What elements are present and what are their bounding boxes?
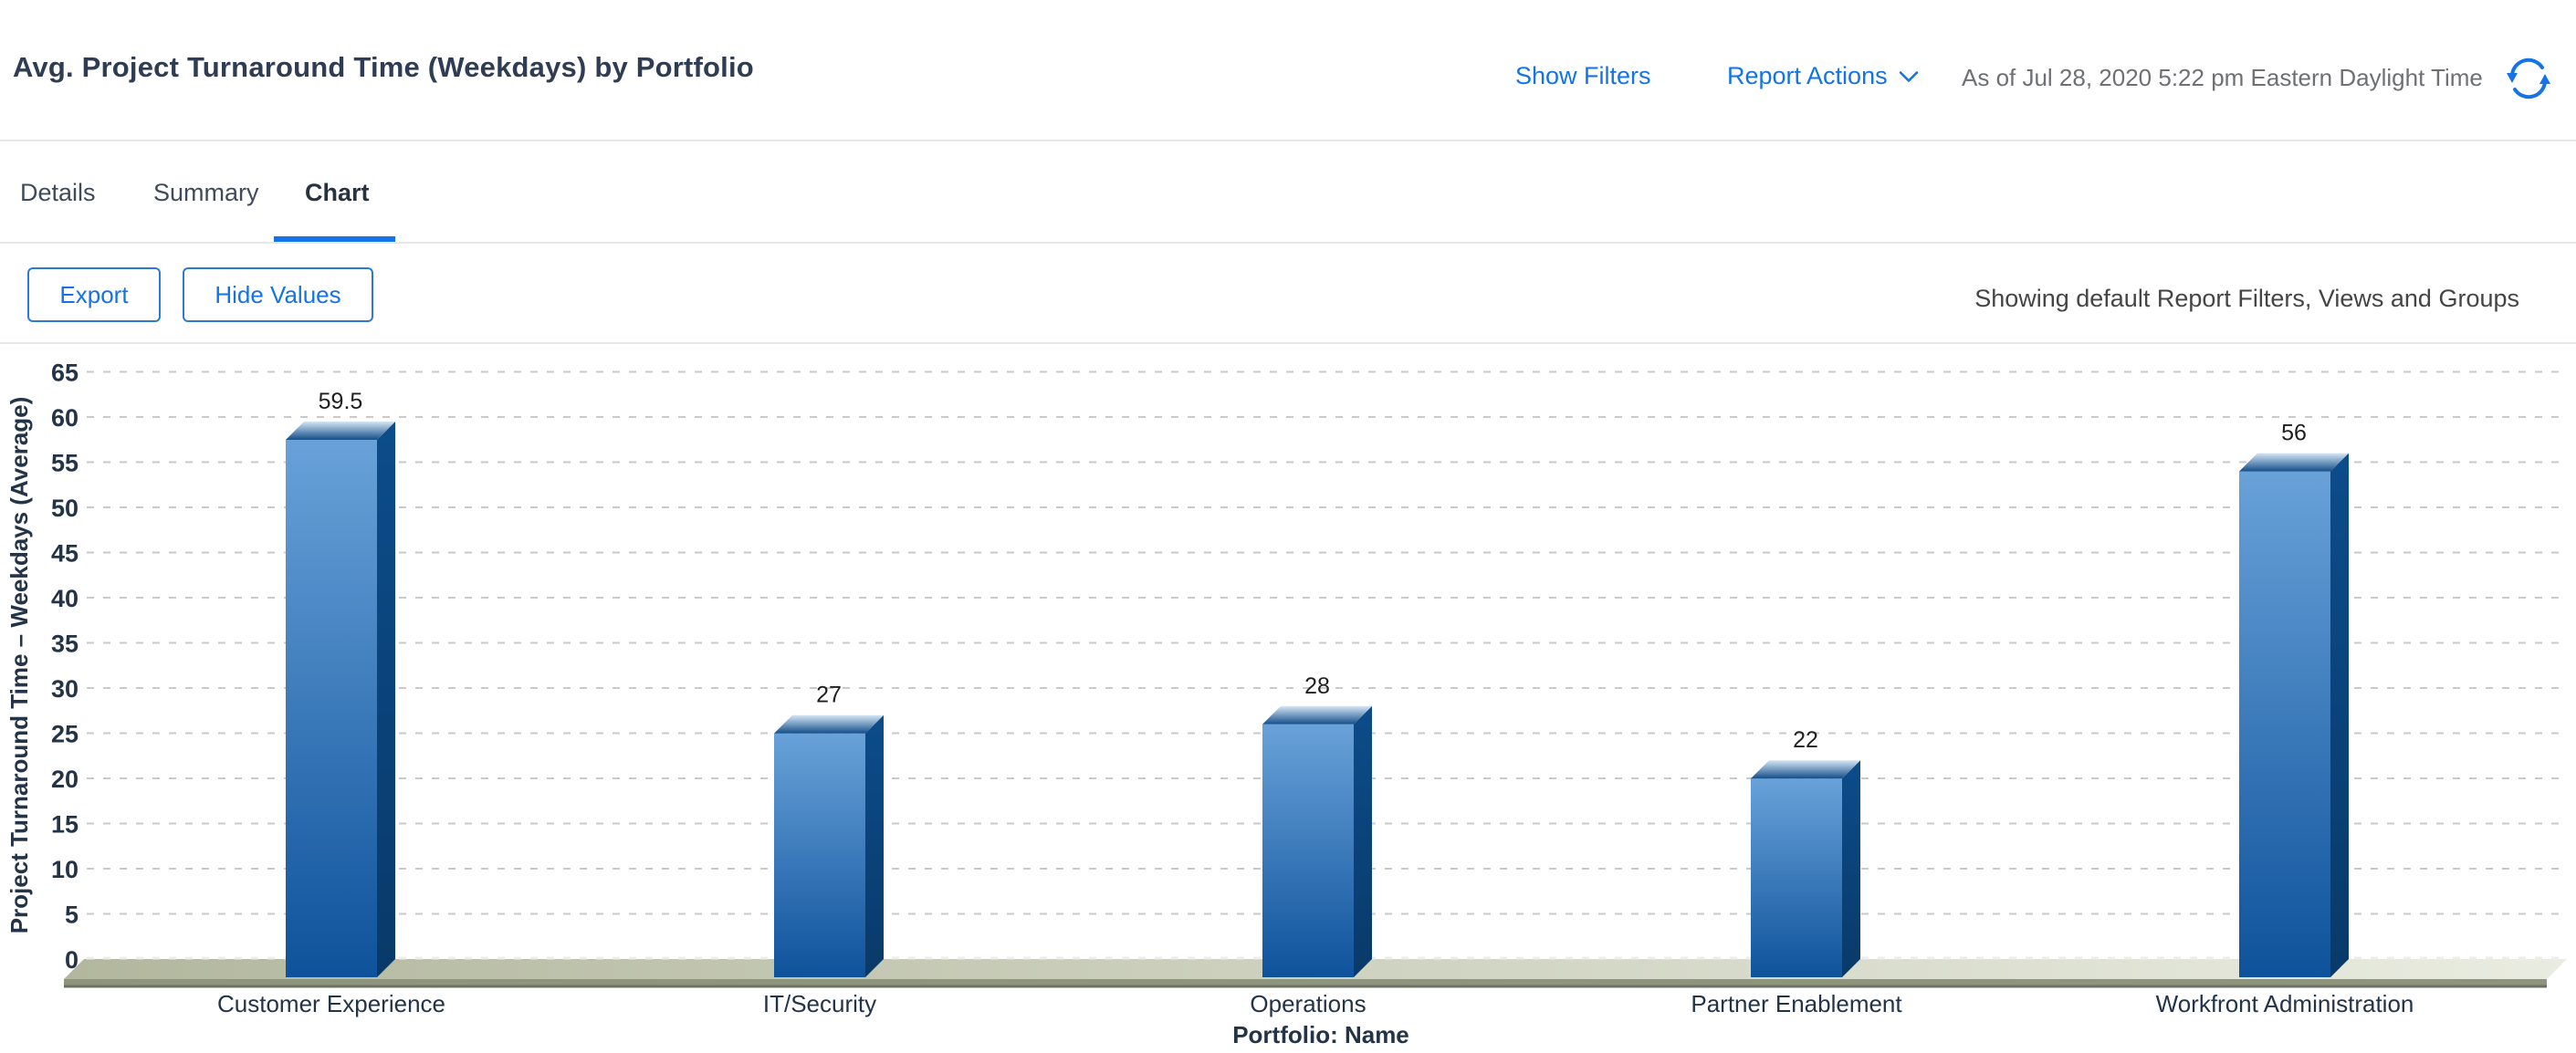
y-tick-label: 65 [51, 360, 79, 387]
chevron-down-icon [1899, 70, 1918, 82]
bar-customer-experience[interactable] [286, 421, 395, 977]
bar-it-security[interactable] [774, 714, 884, 977]
tab-details[interactable]: Details [20, 179, 96, 206]
y-tick-label: 10 [51, 856, 79, 883]
y-tick-label: 35 [51, 631, 79, 658]
tabs-divider [0, 242, 2576, 244]
tab-summary[interactable]: Summary [153, 179, 259, 206]
bar-operations[interactable] [1262, 705, 1372, 977]
tab-chart[interactable]: Chart [305, 179, 370, 206]
report-actions-menu[interactable]: Report Actions [1727, 62, 1919, 90]
x-category-label: Partner Enablement [1691, 990, 1902, 1017]
x-category-label: Operations [1250, 990, 1366, 1017]
y-tick-label: 40 [51, 585, 79, 612]
bar-value-label: 27 [816, 683, 842, 708]
x-category-label: IT/Security [763, 990, 876, 1017]
x-category-label: Customer Experience [217, 990, 445, 1017]
y-tick-label: 20 [51, 766, 79, 793]
bar-partner-enablement[interactable] [1751, 760, 1860, 977]
report-actions-label: Report Actions [1727, 62, 1888, 89]
y-tick-label: 0 [65, 946, 79, 974]
chart-floor-front [64, 979, 2547, 985]
refresh-icon[interactable] [2503, 53, 2554, 104]
bar-value-label: 22 [1793, 727, 1818, 753]
x-axis-title: Portfolio: Name [1232, 1021, 1409, 1048]
bar-value-label: 28 [1304, 673, 1330, 699]
chart-top-divider [0, 342, 2576, 344]
active-tab-underline [274, 236, 395, 244]
bar-chart: 0 5 10 15 20 25 30 35 40 45 50 55 60 65 59.5 Customer E… [5, 360, 2567, 1048]
hide-values-button[interactable]: Hide Values [183, 267, 373, 322]
page-title: Avg. Project Turnaround Time (Weekdays) … [13, 51, 754, 83]
x-category-label: Workfront Administration [2156, 990, 2414, 1017]
y-tick-label: 25 [51, 721, 79, 748]
y-tick-label: 60 [51, 404, 79, 432]
y-tick-label: 5 [65, 902, 79, 929]
bar-value-label: 56 [2281, 421, 2307, 446]
y-tick-label: 30 [51, 675, 79, 703]
show-filters-link[interactable]: Show Filters [1515, 62, 1651, 89]
y-tick-label: 15 [51, 811, 79, 839]
y-tick-label: 55 [51, 450, 79, 477]
as-of-timestamp: As of Jul 28, 2020 5:22 pm Eastern Dayli… [1962, 64, 2483, 91]
bar-value-label: 59.5 [319, 389, 363, 414]
export-button[interactable]: Export [27, 267, 161, 322]
y-tick-label: 50 [51, 495, 79, 522]
filters-note: Showing default Report Filters, Views an… [1974, 285, 2519, 312]
header-divider [0, 140, 2576, 141]
bar-workfront-administration[interactable] [2239, 453, 2349, 978]
y-axis-title: Project Turnaround Time – Weekdays (Aver… [5, 397, 33, 934]
y-tick-label: 45 [51, 540, 79, 568]
